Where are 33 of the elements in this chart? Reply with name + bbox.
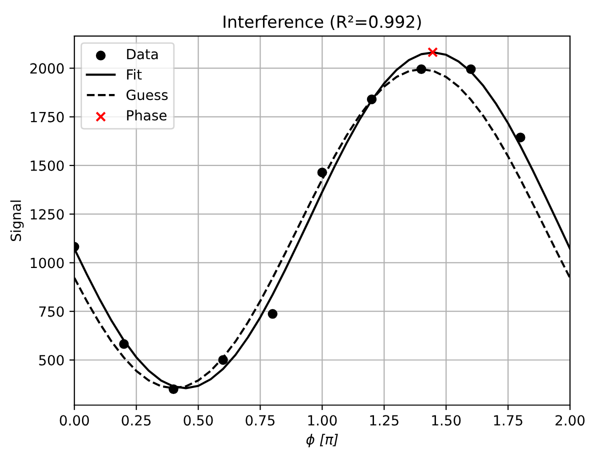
legend-label: Data [127, 49, 158, 60]
x-tick-label: 1.50 [432, 415, 461, 426]
x-tick-label: 1.00 [308, 415, 337, 426]
point [317, 168, 328, 178]
point [168, 384, 178, 394]
point [119, 339, 129, 349]
x-tick-label: 0.50 [184, 415, 213, 426]
y-axis-title: Signal [10, 200, 24, 242]
x-axis-title: ϕ [π] [306, 434, 338, 448]
legend-label: Guess [126, 90, 168, 100]
point [366, 94, 377, 104]
x-tick-label: 0.00 [60, 415, 89, 426]
point [516, 132, 526, 142]
x-tick-label: 0.25 [122, 415, 151, 426]
y-tick-label: 2000 [30, 63, 64, 74]
x-tick-label: 1.75 [494, 415, 522, 426]
chart-title: Interference (R²=0.992) [224, 15, 421, 30]
point [416, 64, 426, 74]
legend-label: Phase [127, 110, 166, 121]
x-tick-label: 0.75 [246, 415, 274, 426]
legend-label: Fit [127, 69, 142, 80]
point [428, 47, 438, 58]
x-tick-label: 2.00 [556, 415, 585, 426]
y-tick-label: 1500 [30, 160, 64, 171]
x-tick-label: 1.25 [370, 415, 398, 426]
y-tick-label: 750 [39, 306, 64, 317]
y-tick-label: 1000 [30, 258, 64, 268]
y-tick-label: 1750 [30, 112, 64, 122]
point [466, 64, 476, 74]
point [218, 355, 228, 365]
y-tick-label: 500 [39, 354, 64, 366]
y-tick-label: 1250 [30, 209, 64, 220]
point [268, 309, 278, 319]
